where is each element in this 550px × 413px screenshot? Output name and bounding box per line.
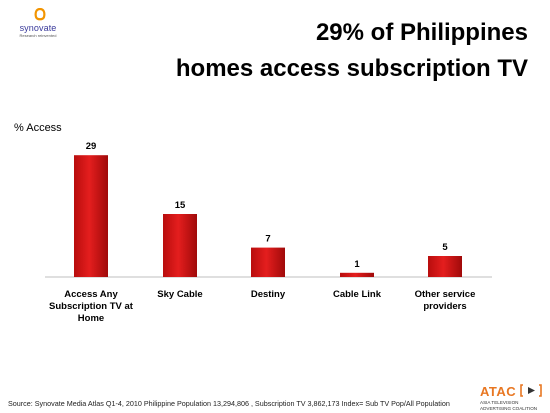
atac-logo: ATAC ASIA TELEVISION ADVERTISING COALITI… xyxy=(474,384,544,412)
bar xyxy=(251,247,285,277)
title-line-1: 29% of Philippines xyxy=(315,19,528,46)
logo-tagline: Research reinvented xyxy=(19,33,57,38)
bar xyxy=(428,256,462,277)
data-label: 29 xyxy=(86,141,97,152)
source-note: Source: Synovate Media Atlas Q1-4, 2010 … xyxy=(8,399,450,408)
bar xyxy=(163,214,197,277)
atac-wordmark: ATAC xyxy=(480,384,543,399)
data-label: 5 xyxy=(442,242,448,253)
logo-name: synovate xyxy=(19,23,57,33)
category-label: Subscription TV at xyxy=(49,301,134,312)
slide-title: 29% of Philippines homes access subscrip… xyxy=(108,15,528,87)
atac-line-1: ASIA TELEVISION xyxy=(480,400,519,405)
bar xyxy=(74,155,108,277)
category-label: Other service xyxy=(415,289,476,300)
play-bracket-icon xyxy=(520,384,543,397)
data-label: 7 xyxy=(265,234,270,245)
category-label: providers xyxy=(423,301,466,312)
category-label: Sky Cable xyxy=(157,289,202,300)
atac-wordmark-text: ATAC xyxy=(480,384,517,399)
bar xyxy=(340,272,374,277)
synovate-logo: synovate Research reinvented xyxy=(6,8,66,38)
synovate-logo-icon xyxy=(34,8,46,21)
category-label: Cable Link xyxy=(333,289,382,300)
category-label: Access Any xyxy=(64,289,118,300)
title-line-2: homes access subscription TV xyxy=(175,55,528,82)
data-label: 1 xyxy=(354,259,360,270)
atac-line-2: ADVERTISING COALITION xyxy=(480,406,538,411)
y-axis-label: % Access xyxy=(14,122,62,134)
category-label: Home xyxy=(78,313,104,324)
category-label: Destiny xyxy=(251,289,286,300)
data-label: 15 xyxy=(175,200,186,211)
